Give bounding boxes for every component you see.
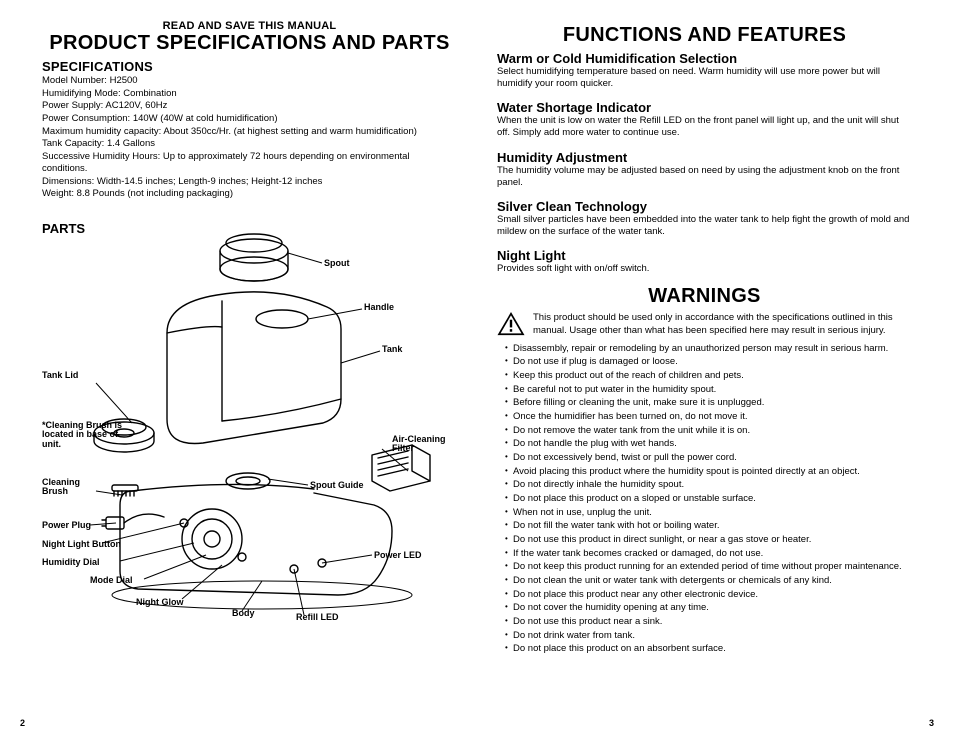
warning-item: Do not drink water from tank. xyxy=(505,630,912,642)
spec-line: Dimensions: Width-14.5 inches; Length-9 … xyxy=(42,176,457,188)
warning-item: Once the humidifier has been turned on, … xyxy=(505,411,912,423)
label-cleaning-brush-note: *Cleaning Brush is located in base of un… xyxy=(42,421,132,451)
left-title: PRODUCT SPECIFICATIONS AND PARTS xyxy=(42,32,457,55)
warning-item: Do not clean the unit or water tank with… xyxy=(505,575,912,587)
label-tank-lid: Tank Lid xyxy=(42,371,78,381)
spec-line: Model Number: H2500 xyxy=(42,75,457,87)
warning-item: Do not directly inhale the humidity spou… xyxy=(505,479,912,491)
label-mode-dial: Mode Dial xyxy=(90,576,133,586)
page-number-left: 2 xyxy=(20,718,25,728)
label-humidity-dial: Humidity Dial xyxy=(42,558,100,568)
warnings-heading: WARNINGS xyxy=(497,285,912,308)
warning-item: Do not use this product in direct sunlig… xyxy=(505,534,912,546)
warning-item: Before filling or cleaning the unit, mak… xyxy=(505,397,912,409)
warning-item: Do not keep this product running for an … xyxy=(505,561,912,573)
spec-line: Power Supply: AC120V, 60Hz xyxy=(42,100,457,112)
feature-heading: Water Shortage Indicator xyxy=(497,100,912,115)
feature-heading: Humidity Adjustment xyxy=(497,150,912,165)
label-power-plug: Power Plug xyxy=(42,521,91,531)
warning-icon xyxy=(497,312,525,336)
warning-item: Do not use this product near a sink. xyxy=(505,616,912,628)
warning-item: Do not use if plug is damaged or loose. xyxy=(505,356,912,368)
feature-body: Select humidifying temperature based on … xyxy=(497,66,912,90)
warnings-list: Disassembly, repair or remodeling by an … xyxy=(497,343,912,656)
warning-item: Do not remove the water tank from the un… xyxy=(505,425,912,437)
specs-list: Model Number: H2500 Humidifying Mode: Co… xyxy=(42,75,457,201)
label-air-cleaning-filter: Air-Cleaning Filter xyxy=(392,435,452,455)
specs-heading: SPECIFICATIONS xyxy=(42,59,457,74)
page-right: FUNCTIONS AND FEATURES Warm or Cold Humi… xyxy=(477,0,954,738)
warning-item: Keep this product out of the reach of ch… xyxy=(505,370,912,382)
feature-body: Small silver particles have been embedde… xyxy=(497,214,912,238)
page-number-right: 3 xyxy=(929,718,934,728)
label-handle: Handle xyxy=(364,303,394,313)
spec-line: Maximum humidity capacity: About 350cc/H… xyxy=(42,126,457,138)
label-body: Body xyxy=(232,609,255,619)
feature-heading: Night Light xyxy=(497,248,912,263)
spec-line: Tank Capacity: 1.4 Gallons xyxy=(42,138,457,150)
warning-item: Avoid placing this product where the hum… xyxy=(505,466,912,478)
warning-item: Do not place this product on a sloped or… xyxy=(505,493,912,505)
label-cleaning-brush: Cleaning Brush xyxy=(42,478,86,498)
warning-item: Be careful not to put water in the humid… xyxy=(505,384,912,396)
spec-line: Successive Humidity Hours: Up to approxi… xyxy=(42,151,457,175)
warning-intro-text: This product should be used only in acco… xyxy=(533,312,912,336)
warning-item: Do not excessively bend, twist or pull t… xyxy=(505,452,912,464)
spec-line: Humidifying Mode: Combination xyxy=(42,88,457,100)
page-left: READ AND SAVE THIS MANUAL PRODUCT SPECIF… xyxy=(0,0,477,738)
right-title: FUNCTIONS AND FEATURES xyxy=(497,24,912,47)
label-spout-guide: Spout Guide xyxy=(310,481,364,491)
label-spout: Spout xyxy=(324,259,350,269)
warning-item: Do not cover the humidity opening at any… xyxy=(505,602,912,614)
label-night-light-button: Night Light Button xyxy=(42,540,121,550)
preheader: READ AND SAVE THIS MANUAL xyxy=(42,20,457,32)
warning-item: Do not fill the water tank with hot or b… xyxy=(505,520,912,532)
warning-item: Do not place this product on an absorben… xyxy=(505,643,912,655)
spec-line: Weight: 8.8 Pounds (not including packag… xyxy=(42,188,457,200)
feature-heading: Silver Clean Technology xyxy=(497,199,912,214)
feature-body: When the unit is low on water the Refill… xyxy=(497,115,912,139)
warning-item: Do not handle the plug with wet hands. xyxy=(505,438,912,450)
manual-spread: READ AND SAVE THIS MANUAL PRODUCT SPECIF… xyxy=(0,0,954,738)
label-power-led: Power LED xyxy=(374,551,422,561)
warning-item: When not in use, unplug the unit. xyxy=(505,507,912,519)
warning-item: If the water tank becomes cracked or dam… xyxy=(505,548,912,560)
parts-diagram: PARTS xyxy=(42,203,452,633)
warning-intro: This product should be used only in acco… xyxy=(497,312,912,336)
label-night-glow: Night Glow xyxy=(136,598,184,608)
label-tank: Tank xyxy=(382,345,402,355)
feature-body: Provides soft light with on/off switch. xyxy=(497,263,912,275)
feature-heading: Warm or Cold Humidification Selection xyxy=(497,51,912,66)
spec-line: Power Consumption: 140W (40W at cold hum… xyxy=(42,113,457,125)
feature-body: The humidity volume may be adjusted base… xyxy=(497,165,912,189)
warning-item: Disassembly, repair or remodeling by an … xyxy=(505,343,912,355)
warning-item: Do not place this product near any other… xyxy=(505,589,912,601)
label-refill-led: Refill LED xyxy=(296,613,339,623)
